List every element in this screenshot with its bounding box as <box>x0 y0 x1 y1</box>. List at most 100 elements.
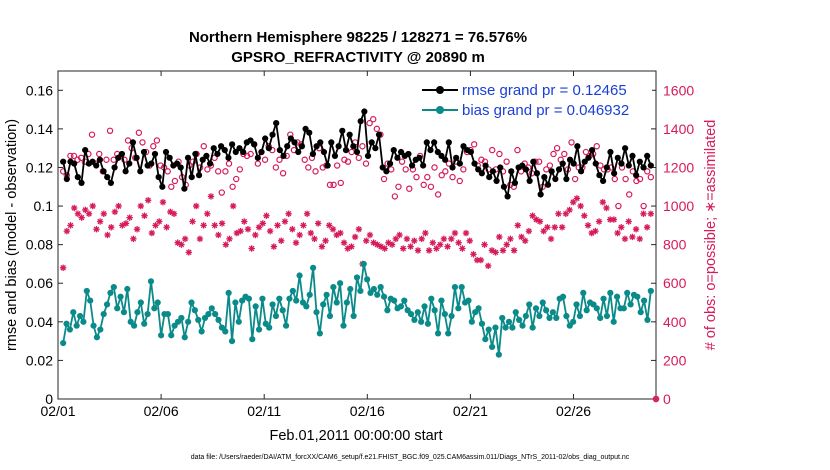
rmse-point <box>350 143 357 150</box>
assimilated-obs-point <box>455 239 462 246</box>
left-tick-label: 0.02 <box>26 352 53 368</box>
rmse-point <box>104 174 111 181</box>
rmse-point <box>640 164 647 171</box>
bias-point <box>526 301 533 308</box>
left-tick-label: 0.1 <box>34 198 54 214</box>
rmse-point <box>221 147 228 154</box>
bias-point <box>93 334 101 341</box>
rmse-point <box>478 170 485 177</box>
rmse-point <box>129 139 137 146</box>
bias-point <box>296 272 303 279</box>
assimilated-obs-point <box>93 226 100 233</box>
bias-point <box>151 305 158 312</box>
rmse-point <box>397 148 405 156</box>
possible-obs-point <box>330 181 337 189</box>
rmse-point <box>423 139 430 146</box>
rmse-point <box>93 162 100 169</box>
possible-obs-point <box>326 181 334 189</box>
rmse-point <box>287 135 294 142</box>
rmse-point <box>291 139 298 146</box>
rmse-point <box>607 148 614 156</box>
x-tick-label: 02/26 <box>556 403 591 419</box>
possible-obs-point <box>362 160 370 167</box>
rmse-point <box>100 168 107 175</box>
assimilated-obs-point <box>521 237 529 244</box>
assimilated-obs-point <box>244 226 252 233</box>
assimilated-obs-point <box>278 237 285 244</box>
bias-point <box>391 297 398 304</box>
rmse-point <box>493 177 500 185</box>
rmse-point <box>577 168 585 175</box>
bias-point <box>418 318 425 325</box>
chart-title: Northern Hemisphere 98225 / 128271 = 76.… <box>189 29 527 46</box>
rmse-point <box>353 148 361 156</box>
bias-point <box>76 312 84 320</box>
rmse-point <box>599 177 607 185</box>
assimilated-obs-point <box>229 202 237 210</box>
rmse-point <box>214 150 221 158</box>
rmse-point <box>566 156 574 163</box>
possible-obs-point <box>644 168 651 175</box>
rmse-point <box>603 164 610 171</box>
possible-obs-point <box>168 183 175 190</box>
assimilated-obs-point <box>632 226 640 233</box>
bias-point <box>87 297 94 304</box>
rmse-point <box>324 162 331 169</box>
possible-obs-point <box>496 150 503 158</box>
rmse-point <box>217 143 225 150</box>
assimilated-obs-point <box>159 199 167 206</box>
possible-obs-point <box>380 175 388 183</box>
possible-obs-point <box>276 156 283 163</box>
bias-point <box>411 316 418 323</box>
rmse-point <box>335 143 342 150</box>
assimilated-obs-point <box>595 218 603 225</box>
bias-point <box>397 303 405 310</box>
assimilated-obs-point <box>625 218 632 225</box>
assimilated-obs-point <box>215 231 222 239</box>
possible-obs-point <box>489 146 496 154</box>
assimilated-obs-point <box>400 245 407 252</box>
rmse-point <box>60 158 67 165</box>
x-tick-label: 02/21 <box>453 403 488 419</box>
possible-obs-point <box>204 166 211 173</box>
possible-obs-point <box>218 189 225 196</box>
rmse-point <box>346 131 353 138</box>
assimilated-obs-point <box>300 222 307 229</box>
assimilated-obs-point <box>311 235 318 243</box>
assimilated-obs-point <box>481 241 488 248</box>
assimilated-obs-point <box>63 227 71 235</box>
bias-point <box>320 301 327 308</box>
bias-point <box>546 314 553 322</box>
bias-point <box>640 297 648 304</box>
possible-obs-point <box>135 129 143 136</box>
bias-point <box>60 339 67 347</box>
bias-point <box>168 332 175 339</box>
rmse-point <box>460 143 467 150</box>
assimilated-obs-point <box>340 239 348 246</box>
rmse-point <box>313 143 320 150</box>
rmse-point <box>364 152 372 159</box>
possible-obs-point <box>503 158 510 165</box>
rmse-point <box>96 156 103 163</box>
assimilated-obs-series <box>59 193 660 403</box>
bias-point <box>215 316 222 323</box>
possible-obs-point <box>236 166 244 173</box>
assimilated-obs-point <box>422 229 429 237</box>
legend-bias-marker <box>436 106 444 114</box>
bias-point <box>107 289 114 296</box>
bias-point <box>536 312 543 320</box>
assimilated-obs-point <box>414 247 422 254</box>
assimilated-obs-point <box>204 210 211 217</box>
rmse-point <box>232 148 239 156</box>
bias-point <box>600 295 607 302</box>
assimilated-obs-point <box>85 210 93 217</box>
assimilated-obs-point <box>193 202 200 210</box>
bias-point <box>516 316 523 323</box>
possible-obs-point <box>395 183 402 190</box>
assimilated-obs-point <box>640 210 647 217</box>
x-tick-label: 02/11 <box>247 403 281 419</box>
assimilated-obs-point <box>599 199 606 206</box>
bias-point <box>144 311 151 318</box>
rmse-point <box>486 174 493 181</box>
